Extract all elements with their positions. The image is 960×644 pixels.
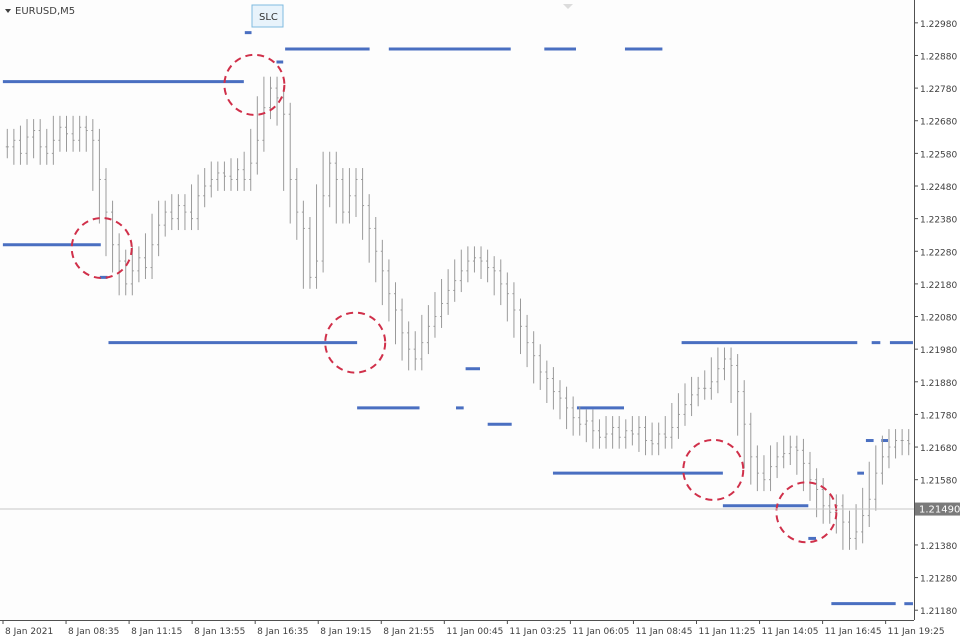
time-tick-label: 11 Jan 14:05 <box>762 627 819 637</box>
time-tick-label: 8 Jan 19:15 <box>320 627 371 637</box>
price-tick-label: 1.21780 <box>920 411 957 421</box>
price-tick-label: 1.21880 <box>920 379 957 389</box>
time-tick-label: 11 Jan 19:25 <box>888 627 945 637</box>
time-tick-label: 8 Jan 13:55 <box>194 627 245 637</box>
time-tick-label: 8 Jan 08:35 <box>68 627 119 637</box>
time-tick-label: 11 Jan 08:45 <box>635 627 692 637</box>
price-tick-label: 1.21680 <box>920 444 957 454</box>
price-tick-label: 1.21380 <box>920 542 957 552</box>
slc-button[interactable]: SLC <box>251 4 284 28</box>
chevron-down-icon <box>563 4 573 9</box>
price-tick-label: 1.22680 <box>920 118 957 128</box>
current-price-tag <box>915 502 960 516</box>
level-touch-marker <box>70 217 133 279</box>
level-touch-marker <box>775 481 838 544</box>
time-scale: 8 Jan 2021 8 Jan 08:35 8 Jan 11:15 8 Jan 13… <box>2 620 945 637</box>
chevron-down-icon[interactable] <box>5 9 11 13</box>
time-tick-label: 8 Jan 21:55 <box>383 627 434 637</box>
level-touch-marker <box>324 311 387 374</box>
price-tick-label: 1.22180 <box>920 281 957 291</box>
price-scale: 1.22980 1.22880 1.22780 1.22680 1.22580 1.224… <box>914 20 957 617</box>
current-price-text: 1.21490 <box>919 505 960 516</box>
plot-background <box>0 0 914 620</box>
time-tick-label: 8 Jan 2021 <box>5 627 53 637</box>
price-tick-label: 1.21580 <box>920 477 957 487</box>
level-touch-marker <box>682 438 745 501</box>
time-tick-label: 11 Jan 00:45 <box>446 627 503 637</box>
sr-levels <box>2 31 913 606</box>
price-tick-label: 1.22880 <box>920 52 957 62</box>
time-tick-label: 11 Jan 06:05 <box>572 627 629 637</box>
time-tick-label: 11 Jan 11:25 <box>698 627 755 637</box>
price-tick-label: 1.22080 <box>920 314 957 324</box>
price-tick-label: 1.22480 <box>920 183 957 193</box>
symbol-header: EURUSD,M5 <box>5 6 75 17</box>
price-tick-label: 1.22780 <box>920 85 957 95</box>
time-tick-label: 11 Jan 16:45 <box>825 627 882 637</box>
price-bars <box>5 76 911 550</box>
price-tick-label: 1.21180 <box>920 607 957 617</box>
level-markers <box>70 53 838 544</box>
price-tick-label: 1.21980 <box>920 346 957 356</box>
time-tick-label: 8 Jan 11:15 <box>131 627 182 637</box>
time-tick-label: 11 Jan 03:25 <box>509 627 566 637</box>
price-tick-label: 1.22280 <box>920 248 957 258</box>
slc-button-label: SLC <box>259 12 278 23</box>
price-tick-label: 1.22980 <box>920 20 957 30</box>
time-tick-label: 8 Jan 16:35 <box>257 627 308 637</box>
price-tick-label: 1.22380 <box>920 216 957 226</box>
price-tick-label: 1.22580 <box>920 150 957 160</box>
symbol-label: EURUSD,M5 <box>15 6 75 17</box>
level-touch-marker <box>223 53 286 116</box>
price-tick-label: 1.21280 <box>920 575 957 585</box>
